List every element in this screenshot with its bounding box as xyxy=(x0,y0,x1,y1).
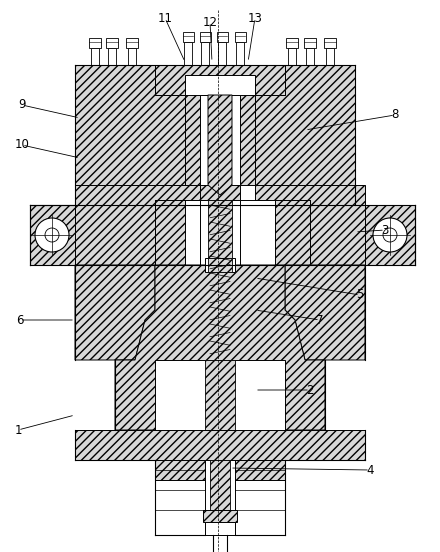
Bar xyxy=(218,42,226,65)
Polygon shape xyxy=(115,265,325,430)
Text: 1: 1 xyxy=(14,423,22,437)
Text: 13: 13 xyxy=(248,12,262,24)
Polygon shape xyxy=(365,205,415,265)
Bar xyxy=(304,38,316,48)
Polygon shape xyxy=(255,65,355,200)
Bar xyxy=(208,200,232,265)
Bar xyxy=(203,510,237,522)
Bar xyxy=(217,32,228,42)
Bar xyxy=(208,258,232,272)
Bar xyxy=(155,200,310,265)
Bar xyxy=(126,38,138,48)
Bar xyxy=(201,42,209,65)
Text: 4: 4 xyxy=(366,464,374,476)
Circle shape xyxy=(383,228,397,242)
Text: 8: 8 xyxy=(391,109,399,121)
Polygon shape xyxy=(75,265,155,360)
Bar xyxy=(236,42,244,65)
Bar xyxy=(184,42,192,65)
Polygon shape xyxy=(255,185,365,265)
Bar xyxy=(89,38,101,48)
Bar xyxy=(210,460,230,510)
Text: 12: 12 xyxy=(202,15,217,29)
Bar xyxy=(155,360,285,430)
Bar xyxy=(326,48,334,65)
Bar xyxy=(205,460,235,535)
Bar xyxy=(235,32,246,42)
Text: 11: 11 xyxy=(158,12,172,24)
Bar xyxy=(288,48,296,65)
Bar xyxy=(91,48,99,65)
Bar xyxy=(155,460,285,480)
Polygon shape xyxy=(208,95,232,195)
Bar xyxy=(286,38,298,48)
Bar xyxy=(306,48,314,65)
Text: 3: 3 xyxy=(381,224,389,236)
Polygon shape xyxy=(75,65,185,200)
Bar xyxy=(155,200,185,265)
Text: 6: 6 xyxy=(16,314,24,326)
Polygon shape xyxy=(185,95,255,200)
Polygon shape xyxy=(75,185,200,265)
Bar xyxy=(275,200,310,265)
Bar xyxy=(200,200,240,265)
Polygon shape xyxy=(75,430,365,460)
Bar xyxy=(75,430,365,460)
Text: 7: 7 xyxy=(316,314,324,326)
Bar xyxy=(183,32,194,42)
Text: 9: 9 xyxy=(18,98,26,112)
Bar xyxy=(200,95,240,185)
Polygon shape xyxy=(155,65,285,95)
Bar xyxy=(324,38,336,48)
Bar xyxy=(200,32,211,42)
Circle shape xyxy=(45,228,59,242)
Text: 2: 2 xyxy=(306,384,314,396)
Text: 5: 5 xyxy=(356,289,364,301)
Bar xyxy=(205,258,235,272)
Polygon shape xyxy=(285,265,365,360)
Bar xyxy=(205,522,235,535)
Bar xyxy=(128,48,136,65)
Bar xyxy=(205,360,235,430)
Text: 10: 10 xyxy=(15,139,29,151)
Bar xyxy=(108,48,116,65)
Polygon shape xyxy=(30,205,75,265)
Circle shape xyxy=(373,218,407,252)
Bar xyxy=(106,38,118,48)
Circle shape xyxy=(35,218,69,252)
